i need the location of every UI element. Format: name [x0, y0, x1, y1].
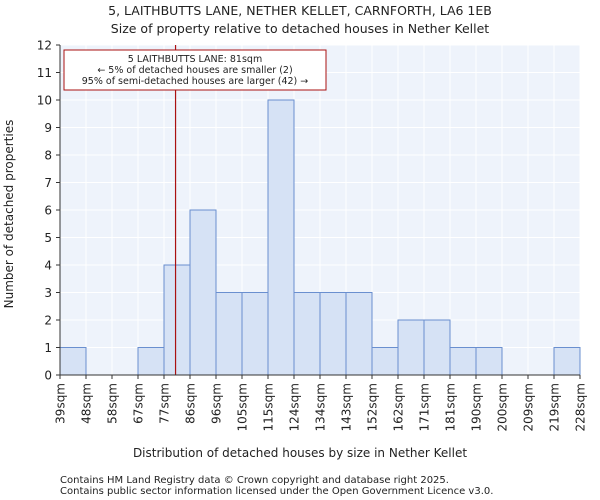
x-tick-label: 39sqm	[54, 383, 68, 424]
x-tick-label: 58sqm	[106, 383, 120, 424]
chart-subtitle: Size of property relative to detached ho…	[111, 21, 489, 36]
x-tick-label: 48sqm	[80, 383, 94, 424]
x-tick-label: 162sqm	[392, 383, 406, 431]
x-tick-label: 219sqm	[548, 383, 562, 431]
y-tick-label: 3	[44, 286, 52, 300]
bar	[475, 347, 503, 376]
x-tick-label: 190sqm	[470, 383, 484, 431]
bar	[163, 264, 191, 376]
chart-title: 5, LAITHBUTTS LANE, NETHER KELLET, CARNF…	[108, 3, 492, 18]
bar	[293, 292, 321, 376]
x-tick-label: 96sqm	[210, 383, 224, 424]
x-tick-label: 143sqm	[340, 383, 354, 431]
x-tick-label: 181sqm	[444, 383, 458, 431]
x-tick-label: 152sqm	[366, 383, 380, 431]
bar	[267, 99, 295, 376]
y-tick-label: 8	[44, 149, 52, 163]
bar	[423, 319, 451, 376]
bar	[215, 292, 243, 376]
y-tick-label: 7	[44, 176, 52, 190]
bar	[345, 292, 373, 376]
bar	[553, 347, 581, 376]
y-tick-label: 1	[44, 341, 52, 355]
x-tick-label: 86sqm	[184, 383, 198, 424]
x-tick-label: 67sqm	[132, 383, 146, 424]
y-tick-label: 2	[44, 314, 52, 328]
y-tick-label: 11	[37, 66, 52, 80]
bar	[59, 347, 87, 376]
y-tick-label: 10	[37, 94, 52, 108]
x-tick-label: 200sqm	[496, 383, 510, 431]
x-tick-label: 124sqm	[288, 383, 302, 431]
bar	[397, 319, 425, 376]
x-tick-label: 134sqm	[314, 383, 328, 431]
y-tick-label: 6	[44, 204, 52, 218]
bar	[137, 347, 165, 376]
bar	[371, 347, 399, 376]
y-tick-label: 4	[44, 259, 52, 273]
footer-line-2: Contains public sector information licen…	[60, 486, 493, 497]
bar	[241, 292, 269, 376]
x-tick-label: 228sqm	[574, 383, 588, 431]
annotation-line: ← 5% of detached houses are smaller (2)	[97, 65, 292, 76]
annotation-line: 95% of semi-detached houses are larger (…	[82, 76, 309, 87]
x-tick-label: 171sqm	[418, 383, 432, 431]
x-tick-label: 209sqm	[522, 383, 536, 431]
bar	[189, 209, 217, 376]
y-tick-label: 9	[44, 121, 52, 135]
y-tick-label: 5	[44, 231, 52, 245]
x-tick-label: 115sqm	[262, 383, 276, 431]
annotation-box	[63, 49, 327, 91]
x-axis-label: Distribution of detached houses by size …	[133, 446, 467, 460]
property-marker: 5 LAITHBUTTS LANE: 81sqm← 5% of detached…	[63, 45, 327, 375]
y-tick-label: 12	[37, 39, 52, 53]
footer-line-1: Contains HM Land Registry data © Crown c…	[60, 475, 449, 486]
x-tick-label: 105sqm	[236, 383, 250, 431]
x-tick-label: 77sqm	[158, 383, 172, 424]
bar	[449, 347, 477, 376]
annotation-line: 5 LAITHBUTTS LANE: 81sqm	[128, 54, 262, 65]
bars-group	[59, 99, 581, 376]
y-tick-label: 0	[44, 369, 52, 383]
y-axis-label: Number of detached properties	[2, 120, 16, 309]
bar	[319, 292, 347, 376]
x-axis: 39sqm 48sqm 58sqm 67sqm 77sqm 86sqm 96sqm 105sq…	[54, 374, 588, 431]
